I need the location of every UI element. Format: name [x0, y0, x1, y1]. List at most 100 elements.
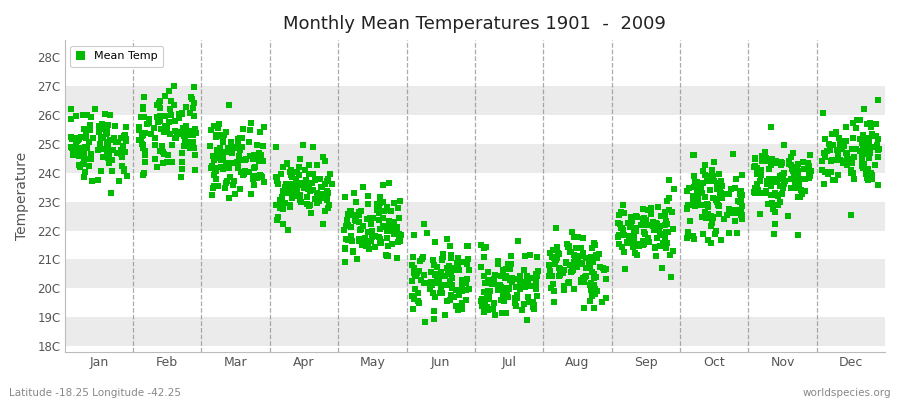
- Point: [373, 194, 387, 200]
- Point: [559, 259, 573, 266]
- Point: [657, 232, 671, 238]
- Point: [66, 152, 80, 158]
- Point: [857, 146, 871, 152]
- Point: [376, 222, 391, 229]
- Point: [581, 261, 596, 267]
- Point: [138, 147, 152, 154]
- Point: [433, 273, 447, 279]
- Point: [715, 237, 729, 243]
- Point: [554, 266, 568, 272]
- Point: [222, 164, 237, 171]
- Point: [216, 139, 230, 145]
- Point: [792, 178, 806, 184]
- Point: [297, 180, 311, 186]
- Point: [158, 128, 172, 135]
- Point: [698, 162, 712, 168]
- Point: [348, 216, 363, 223]
- Point: [707, 230, 722, 237]
- Point: [392, 231, 406, 237]
- Point: [499, 272, 513, 279]
- Point: [577, 305, 591, 311]
- Point: [220, 145, 235, 151]
- Point: [501, 286, 516, 292]
- Point: [273, 197, 287, 204]
- Point: [722, 230, 736, 236]
- Point: [865, 133, 879, 140]
- Point: [276, 188, 291, 194]
- Point: [104, 168, 119, 175]
- Point: [693, 184, 707, 190]
- Point: [302, 187, 317, 193]
- Point: [428, 308, 442, 314]
- Point: [846, 135, 860, 141]
- Point: [480, 293, 494, 299]
- Point: [528, 286, 543, 292]
- Bar: [65, 144, 885, 173]
- Point: [868, 133, 883, 140]
- Point: [337, 227, 351, 233]
- Point: [660, 240, 674, 246]
- Point: [635, 216, 650, 222]
- Point: [356, 222, 370, 229]
- Point: [84, 150, 98, 157]
- Point: [416, 254, 430, 260]
- Point: [278, 186, 293, 192]
- Point: [832, 140, 847, 146]
- Point: [431, 278, 446, 284]
- Point: [870, 182, 885, 188]
- Point: [500, 292, 514, 298]
- Point: [598, 295, 613, 302]
- Point: [828, 157, 842, 164]
- Point: [500, 261, 515, 267]
- Point: [729, 230, 743, 236]
- Point: [74, 134, 88, 140]
- Point: [68, 142, 83, 148]
- Point: [208, 165, 222, 171]
- Point: [520, 317, 535, 323]
- Point: [565, 263, 580, 270]
- Point: [838, 138, 852, 145]
- Point: [298, 167, 312, 173]
- Point: [801, 160, 815, 166]
- Point: [445, 265, 459, 271]
- Point: [460, 260, 474, 267]
- Point: [142, 120, 157, 126]
- Point: [349, 256, 364, 262]
- Point: [443, 270, 457, 277]
- Point: [832, 156, 847, 163]
- Point: [214, 133, 229, 140]
- Point: [562, 279, 577, 286]
- Point: [188, 130, 202, 136]
- Point: [115, 150, 130, 156]
- Point: [346, 248, 360, 255]
- Point: [80, 112, 94, 119]
- Point: [203, 164, 218, 171]
- Point: [715, 194, 729, 201]
- Point: [81, 162, 95, 169]
- Point: [436, 253, 450, 260]
- Point: [444, 269, 458, 276]
- Point: [575, 235, 590, 242]
- Point: [513, 278, 527, 284]
- Point: [343, 236, 357, 243]
- Point: [290, 169, 304, 175]
- Point: [791, 179, 806, 186]
- Point: [473, 298, 488, 304]
- Point: [726, 210, 741, 216]
- Point: [220, 149, 234, 155]
- Point: [413, 258, 428, 264]
- Point: [370, 201, 384, 207]
- Point: [577, 279, 591, 285]
- Point: [495, 310, 509, 316]
- Point: [666, 226, 680, 232]
- Point: [659, 244, 673, 251]
- Point: [91, 147, 105, 153]
- Point: [750, 164, 764, 171]
- Point: [188, 152, 202, 158]
- Point: [344, 208, 358, 214]
- Point: [561, 244, 575, 250]
- Point: [724, 186, 738, 192]
- Point: [722, 206, 736, 212]
- Point: [582, 264, 597, 271]
- Point: [837, 142, 851, 149]
